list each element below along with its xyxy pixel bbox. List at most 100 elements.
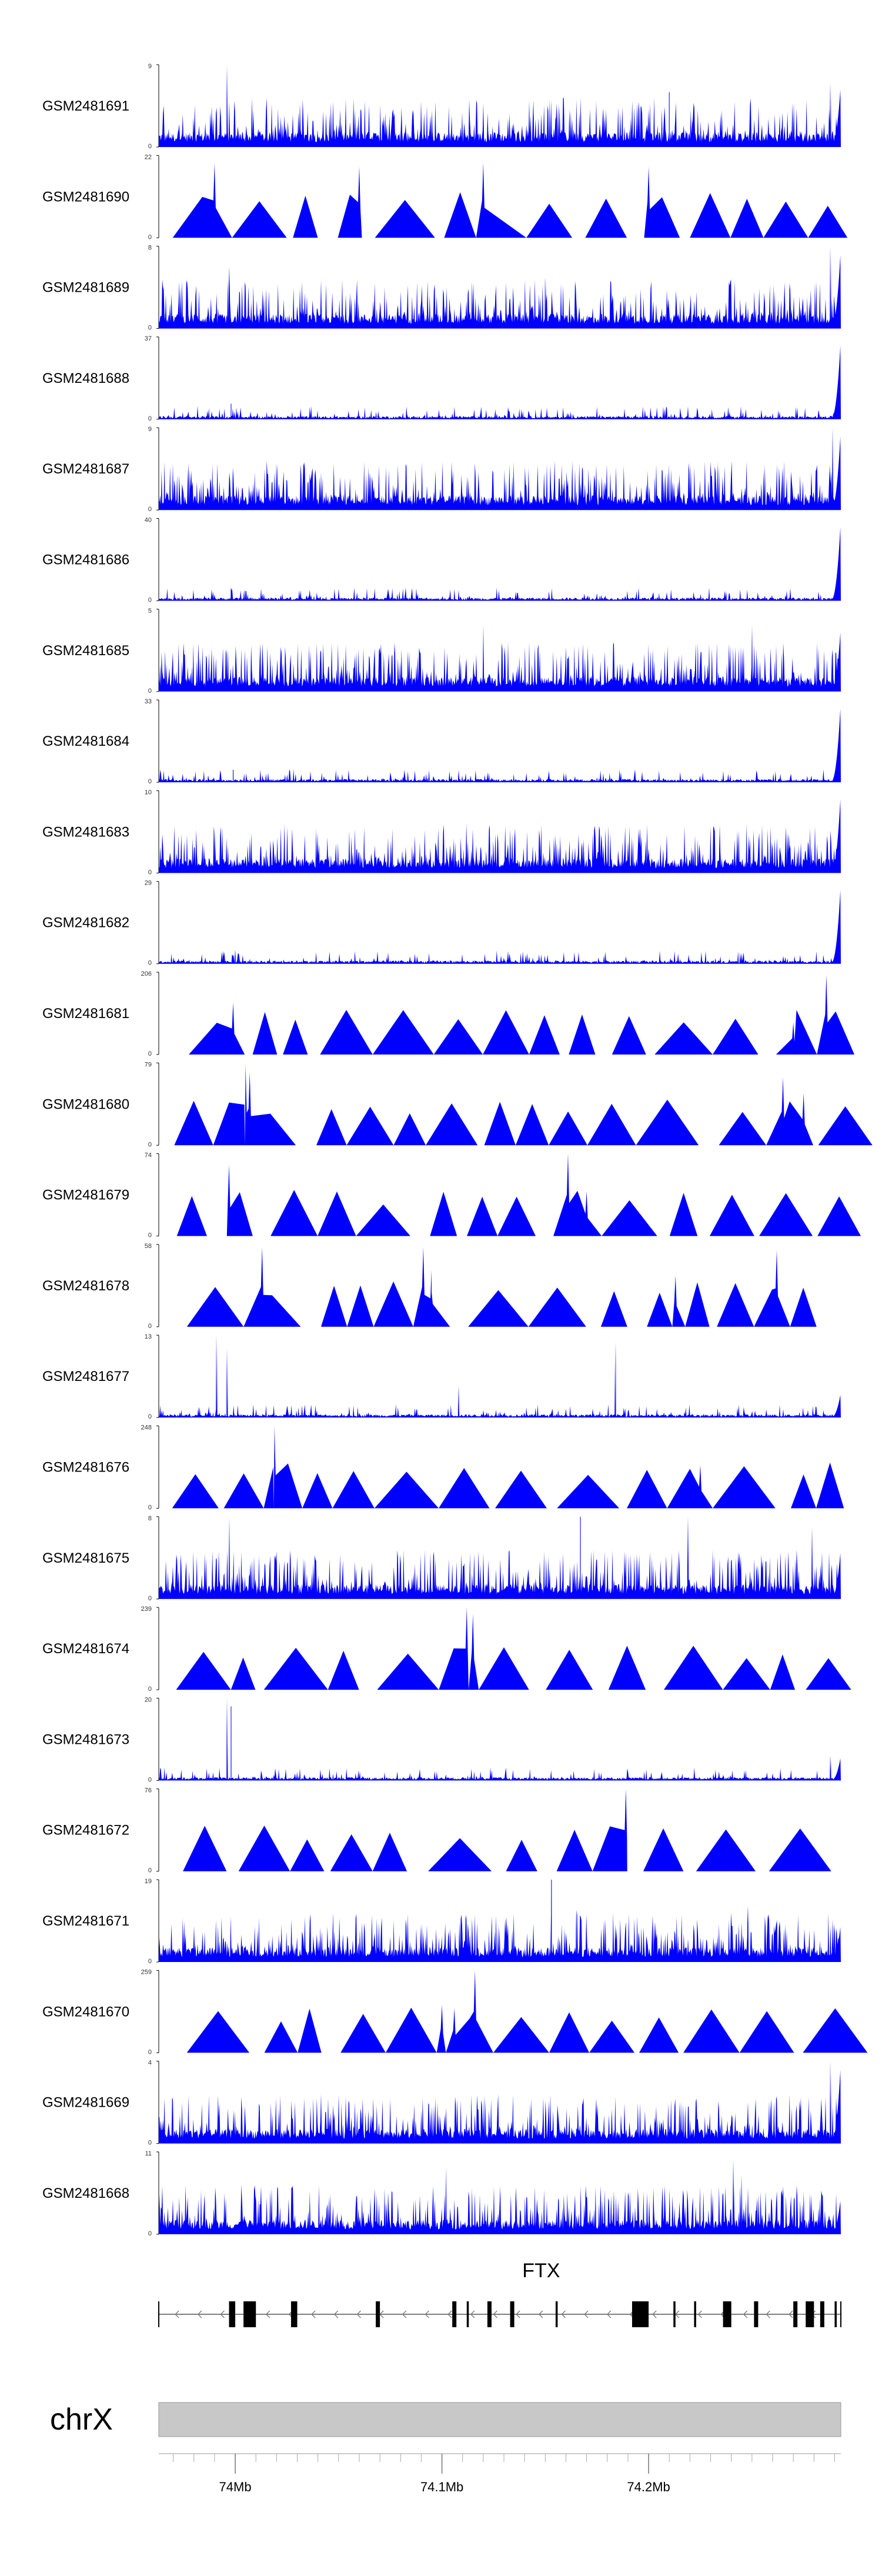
y-min-label: 0 <box>148 597 152 604</box>
strand-arrow <box>766 2310 770 2318</box>
strand-arrow <box>743 2310 748 2318</box>
y-min-label: 0 <box>148 688 152 695</box>
gene-exon <box>243 2301 256 2327</box>
y-max-label: 58 <box>145 1243 152 1250</box>
y-max-label: 20 <box>145 1696 152 1703</box>
coverage-area <box>159 163 848 238</box>
track-GSM2481681: GSM2481681 206 0 <box>42 970 854 1057</box>
strand-arrow <box>402 2310 407 2318</box>
y-max-label: 4 <box>148 2060 152 2067</box>
gene-exon <box>793 2301 798 2327</box>
coverage-area <box>159 1880 841 1962</box>
track-GSM2481678: GSM2481678 58 0 <box>42 1243 841 1330</box>
gene-exon <box>229 2301 236 2327</box>
track-GSM2481670: GSM2481670 259 0 <box>42 1968 868 2056</box>
coverage-area <box>159 65 841 147</box>
track-label: GSM2481671 <box>42 1913 129 1929</box>
coverage-area <box>159 1153 861 1236</box>
track-GSM2481677: GSM2481677 13 0 <box>42 1333 841 1420</box>
coverage-area <box>159 975 854 1055</box>
track-label: GSM2481674 <box>42 1641 129 1657</box>
y-min-label: 0 <box>148 1595 152 1602</box>
strand-arrow <box>197 2310 202 2318</box>
gene-exon <box>723 2301 731 2327</box>
track-GSM2481679: GSM2481679 74 0 <box>42 1152 861 1239</box>
strand-arrow <box>470 2310 475 2318</box>
y-max-label: 8 <box>148 1515 152 1522</box>
track-GSM2481686: GSM2481686 40 0 <box>42 517 841 604</box>
y-max-label: 248 <box>141 1424 152 1432</box>
coverage-area <box>159 246 841 329</box>
coverage-area <box>159 1247 841 1327</box>
coverage-area <box>159 1516 841 1599</box>
y-min-label: 0 <box>148 778 152 785</box>
y-max-label: 33 <box>145 698 152 705</box>
gene-exon <box>452 2301 457 2327</box>
coverage-area <box>159 1064 873 1146</box>
strand-arrow <box>265 2310 270 2318</box>
coverage-area <box>159 625 841 692</box>
track-label: GSM2481687 <box>42 461 129 477</box>
y-max-label: 206 <box>141 970 152 977</box>
y-max-label: 40 <box>145 517 152 524</box>
track-label: GSM2481679 <box>42 1187 129 1203</box>
track-label: GSM2481688 <box>42 371 129 386</box>
tick-label: 74.2Mb <box>627 2480 670 2494</box>
track-label: GSM2481685 <box>42 643 129 659</box>
y-max-label: 10 <box>145 789 152 796</box>
track-label: GSM2481682 <box>42 915 129 931</box>
y-max-label: 13 <box>145 1333 152 1340</box>
track-GSM2481682: GSM2481682 29 0 <box>42 880 841 967</box>
y-min-label: 0 <box>148 1323 152 1330</box>
track-label: GSM2481672 <box>42 1823 129 1838</box>
coverage-area <box>159 799 841 873</box>
coverage-area <box>159 428 841 510</box>
strand-arrow <box>516 2310 520 2318</box>
coverage-area <box>159 1698 841 1781</box>
y-max-label: 29 <box>145 880 152 887</box>
y-min-label: 0 <box>148 415 152 422</box>
track-label: GSM2481677 <box>42 1369 129 1384</box>
y-min-label: 0 <box>148 1867 152 1874</box>
y-max-label: 74 <box>145 1152 152 1159</box>
track-GSM2481669: GSM2481669 4 0 <box>42 2060 841 2147</box>
y-max-label: 37 <box>145 335 152 342</box>
y-max-label: 9 <box>148 426 152 433</box>
track-GSM2481674: GSM2481674 239 0 <box>42 1606 851 1693</box>
strand-arrow <box>652 2310 657 2318</box>
strand-arrow <box>561 2310 566 2318</box>
y-min-label: 0 <box>148 233 152 241</box>
gene-track: FTX <box>158 2260 841 2327</box>
y-min-label: 0 <box>148 869 152 876</box>
strand-arrow <box>606 2310 612 2318</box>
y-max-label: 22 <box>145 154 152 161</box>
y-max-label: 76 <box>145 1787 152 1794</box>
y-min-label: 0 <box>148 2230 152 2237</box>
track-GSM2481691: GSM2481691 9 0 <box>42 63 841 150</box>
gene-exon <box>632 2301 649 2327</box>
gene-exon <box>290 2301 298 2327</box>
y-max-label: 9 <box>148 63 152 70</box>
gene-exon <box>806 2301 814 2327</box>
coverage-area <box>159 1426 844 1509</box>
y-min-label: 0 <box>148 1141 152 1148</box>
strand-arrow <box>447 2310 452 2318</box>
strand-arrow <box>584 2310 589 2318</box>
strand-arrow <box>333 2310 339 2318</box>
track-GSM2481668: GSM2481668 11 0 <box>42 2150 841 2237</box>
strand-arrow <box>425 2310 429 2318</box>
coverage-area <box>159 2159 841 2234</box>
track-GSM2481673: GSM2481673 20 0 <box>42 1696 841 1783</box>
y-max-label: 239 <box>141 1606 152 1613</box>
gene-name-label: FTX <box>522 2260 560 2282</box>
track-label: GSM2481684 <box>42 733 129 749</box>
track-label: GSM2481668 <box>42 2185 129 2201</box>
track-GSM2481680: GSM2481680 79 0 <box>42 1061 873 1148</box>
tick-label: 74.1Mb <box>420 2480 463 2494</box>
strand-arrow <box>311 2310 316 2318</box>
genome-axis: 74Mb 74.1Mb 74.2Mb <box>159 2453 841 2494</box>
y-min-label: 0 <box>148 960 152 967</box>
y-max-label: 19 <box>145 1878 152 1885</box>
track-GSM2481685: GSM2481685 5 0 <box>42 608 841 695</box>
y-min-label: 0 <box>148 1413 152 1420</box>
